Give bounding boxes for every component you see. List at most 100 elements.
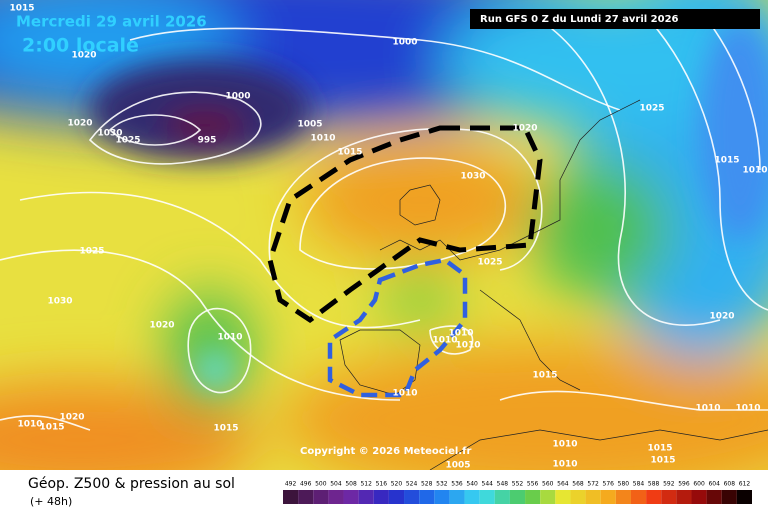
run-box [470,9,760,29]
legend-swatch [464,490,480,504]
legend-label: 612 [739,481,751,488]
legend-swatch [615,490,631,504]
legend-swatch [419,490,435,504]
legend-label: 512 [360,481,372,488]
legend-swatch [494,490,510,504]
isobar-label: 1010 [392,389,417,399]
legend-label: 560 [542,481,554,488]
legend-label: 572 [587,481,599,488]
isobar-label: 1025 [477,258,502,268]
isobar-label: 1010 [742,166,767,176]
legend-label: 604 [708,481,720,488]
isobar-label: 1010 [735,404,760,414]
footer-lead: (+ 48h) [30,495,72,508]
isobar-label: 1015 [39,423,64,433]
isobar-label: 1020 [71,51,96,61]
isobar-label: 1010 [17,420,42,430]
legend-swatch [721,490,737,504]
legend-label: 532 [436,481,448,488]
forecast-date: Mercredi 29 avril 2026 [16,13,207,31]
legend-label: 576 [603,481,615,488]
copyright: Copyright © 2026 Meteociel.fr [300,446,471,457]
isobar-label: 1020 [512,124,537,134]
legend-label: 540 [466,481,478,488]
legend-label: 568 [572,481,584,488]
isobar-label: 1010 [455,341,480,351]
isobar-label: 1005 [297,120,322,130]
legend-swatch [600,490,616,504]
legend-label: 556 [527,481,539,488]
local-time: 2:00 locale [22,35,139,57]
isobar-label: 1010 [552,460,577,470]
isobar-label: 1015 [650,456,675,466]
isobar-label: 1010 [432,336,457,346]
legend-label: 584 [633,481,645,488]
isobar-label: 1020 [709,312,734,322]
legend-swatch [585,490,601,504]
isobar-label: 1010 [217,333,242,343]
legend-swatch [691,490,707,504]
legend-swatch [555,490,571,504]
legend-swatch [313,490,329,504]
legend-label: 524 [406,481,418,488]
legend-label: 564 [557,481,569,488]
isobar-label: 1030 [47,297,72,307]
legend-label: 508 [345,481,357,488]
legend-swatch [404,490,420,504]
isobar-label: 1005 [445,461,470,471]
footer-title: Géop. Z500 & pression au sol [28,476,235,492]
isobar-label: 1015 [213,424,238,434]
legend-swatch [343,490,359,504]
legend-label: 544 [482,481,494,488]
legend-swatch [630,490,647,504]
legend-label: 528 [421,481,433,488]
legend-label: 608 [724,481,736,488]
isobar-label: 1010 [448,329,473,339]
legend-label: 492 [285,481,297,488]
legend-swatch [661,490,677,504]
legend-swatch [706,490,722,504]
isobar-label: 1015 [337,148,362,158]
legend-label: 500 [315,481,327,488]
legend-label: 580 [618,481,630,488]
legend-label: 516 [376,481,388,488]
isobar-label: 1020 [67,119,92,129]
legend-swatch [449,490,465,504]
isobar-label: 1000 [392,38,417,48]
isobar-label: 1020 [149,321,174,331]
isobar-label: 1015 [647,444,672,454]
legend-swatch [525,490,541,504]
isobar-label: 1010 [310,134,335,144]
isobar-label: 1015 [9,4,34,14]
legend-label: 552 [512,481,524,488]
low-pressure-outline [327,257,468,398]
legend-swatch [388,490,405,504]
legend-label: 520 [391,481,403,488]
legend-label: 592 [663,481,675,488]
legend-swatch [479,490,495,504]
run-info: Run GFS 0 Z du Lundi 27 avril 2026 [480,14,679,25]
legend-swatch [570,490,586,504]
field [0,0,768,470]
legend-swatch [298,490,314,504]
isobar-label: 1030 [97,129,122,139]
isobar-label: 1000 [225,92,250,102]
legend-swatch [373,490,389,504]
legend-swatch [509,490,526,504]
legend-swatch [434,490,450,504]
isobar-label: 1010 [695,404,720,414]
legend-swatch [328,490,344,504]
legend-label: 496 [300,481,312,488]
isobar-label: 1010 [552,440,577,450]
legend-swatch [646,490,662,504]
isobar-label: 995 [198,136,217,146]
legend-label: 504 [330,481,342,488]
isobar-label: 1020 [59,413,84,423]
legend-swatch [676,490,692,504]
legend-swatch [540,490,556,504]
color-legend: 492 496 500 504 508 512 516 520 524 528 532 536 540 5… [283,481,752,504]
isobar-label: 1015 [532,371,557,381]
